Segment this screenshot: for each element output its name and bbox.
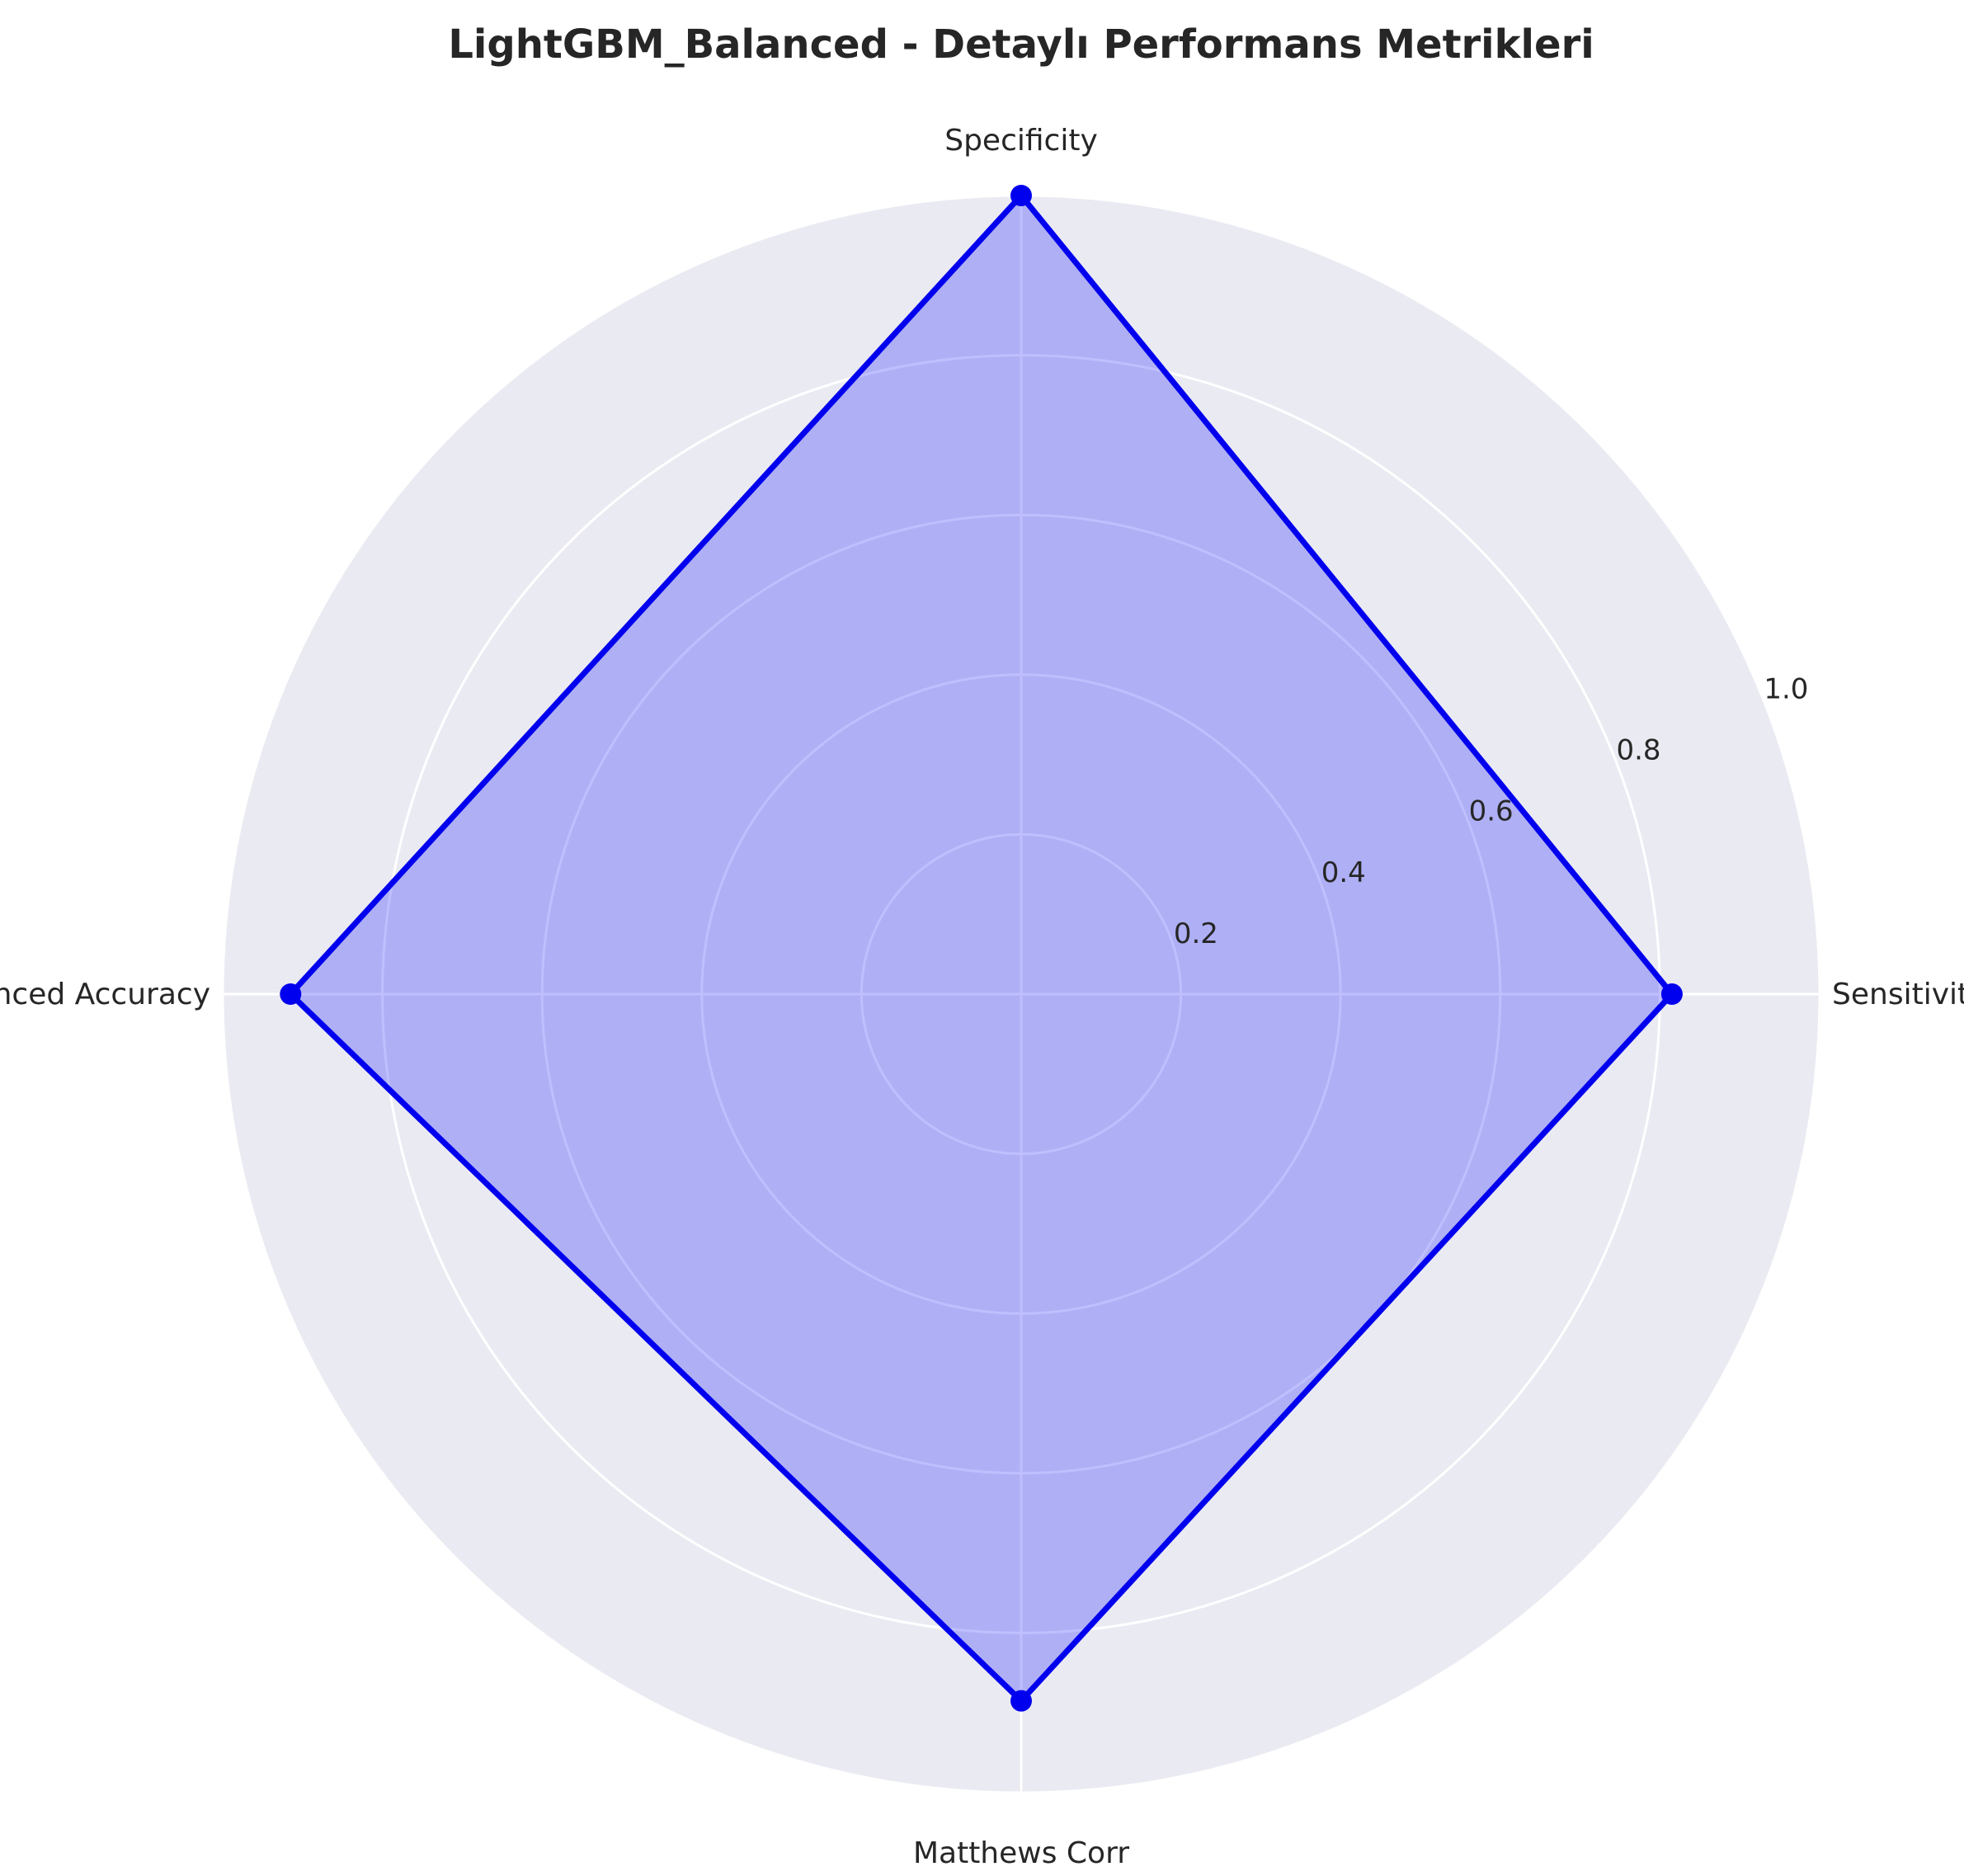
- category-label: Balanced Accuracy: [0, 978, 210, 1011]
- data-point: [280, 983, 302, 1005]
- category-label: Matthews Corr: [913, 1836, 1129, 1870]
- data-point: [1660, 983, 1683, 1005]
- r-tick-label: 0.6: [1469, 795, 1514, 828]
- data-point: [1010, 1690, 1032, 1712]
- r-tick-label: 1.0: [1764, 673, 1808, 706]
- plot-area: 0.2 0.4 0.6 0.8 1.0 Sensitivity Specificity Bal…: [0, 124, 1964, 1870]
- data-point: [1010, 185, 1032, 206]
- category-label: Sensitivity: [1832, 978, 1964, 1011]
- category-label: Specificity: [944, 124, 1098, 158]
- r-tick-label: 0.4: [1321, 856, 1366, 889]
- r-tick-label: 0.8: [1616, 734, 1660, 767]
- chart-title: LightGBM_Balanced - Detaylı Performans M…: [448, 21, 1594, 68]
- r-tick-label: 0.2: [1174, 917, 1218, 950]
